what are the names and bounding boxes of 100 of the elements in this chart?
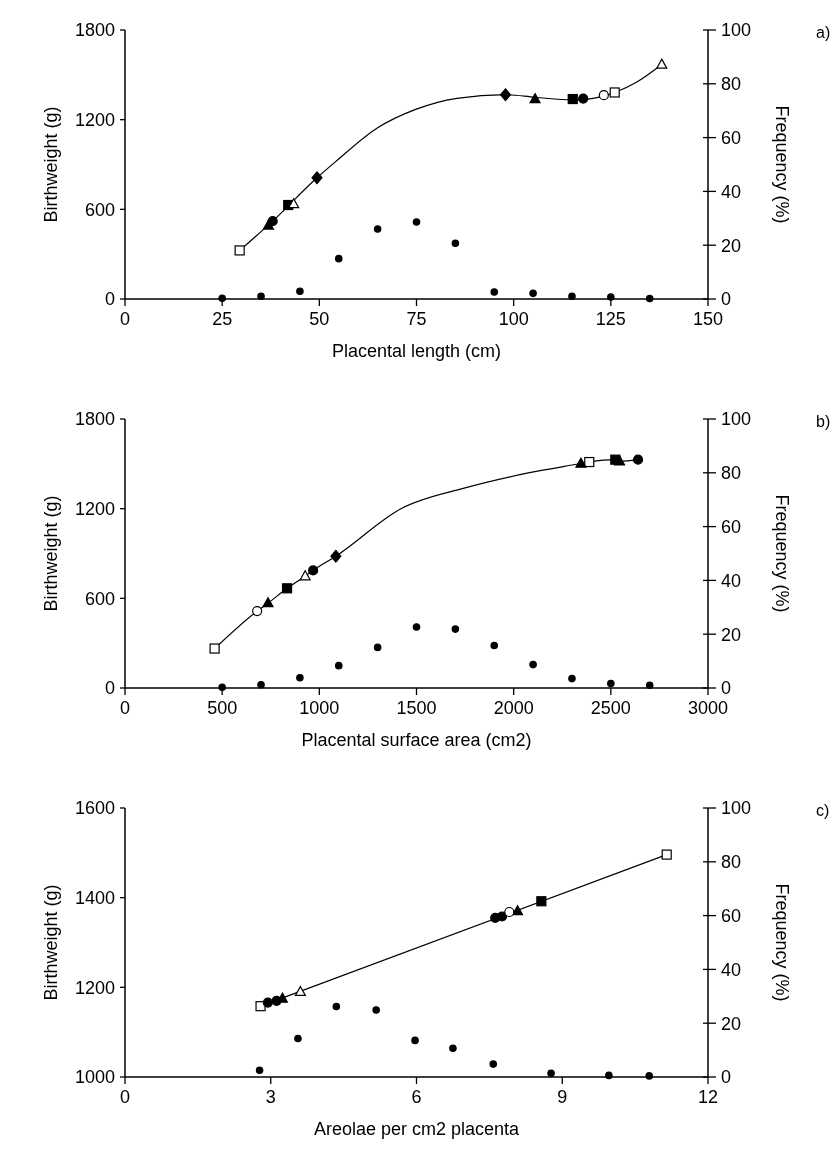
point [645, 294, 654, 303]
point [584, 456, 595, 468]
y2-tick-label: 80 [721, 74, 742, 95]
point [547, 1069, 555, 1078]
point [449, 1044, 457, 1053]
x-tick-label: 500 [207, 698, 238, 718]
point [218, 294, 226, 302]
y2-tick-label: 0 [721, 289, 732, 310]
x-tick-label: 0 [119, 1087, 131, 1107]
y-tick-label: 0 [104, 289, 115, 310]
y2-axis-title: Frequency (%) [772, 883, 792, 1002]
point [294, 985, 306, 997]
point [499, 88, 512, 102]
x-tick-label: 0 [119, 698, 131, 718]
x-axis-title: Areolae per cm2 placenta [313, 1119, 521, 1139]
point [504, 906, 515, 918]
point [632, 454, 644, 465]
point [529, 289, 537, 298]
x-tick-label: 1000 [299, 698, 340, 718]
x-axis-title: Placental surface area (cm2) [301, 730, 532, 750]
y2-tick-label: 0 [721, 1067, 732, 1088]
point [412, 218, 421, 226]
point [607, 293, 615, 301]
y-tick-label: 0 [104, 678, 115, 699]
y-tick-label: 1200 [74, 498, 115, 519]
x-tick-label: 125 [595, 309, 626, 329]
point [489, 1060, 498, 1068]
point [568, 674, 576, 683]
point [255, 1066, 264, 1075]
point [605, 1071, 613, 1080]
point [330, 549, 342, 563]
y2-tick-label: 100 [721, 20, 752, 41]
y-tick-label: 1400 [74, 887, 115, 908]
y-tick-label: 1200 [74, 977, 115, 998]
point [372, 1006, 380, 1014]
point [451, 239, 460, 248]
point [255, 1001, 266, 1012]
y2-tick-label: 40 [721, 570, 742, 591]
point [609, 87, 620, 98]
text: b) [816, 413, 831, 430]
y2-tick-label: 100 [721, 409, 752, 430]
point [411, 1036, 419, 1045]
point [496, 911, 508, 922]
point [281, 583, 293, 594]
point [598, 90, 609, 101]
y2-tick-label: 60 [721, 127, 742, 148]
point [512, 905, 524, 916]
y2-tick-label: 60 [721, 516, 742, 537]
point [656, 58, 668, 69]
point [645, 1072, 654, 1080]
point [311, 171, 323, 185]
point [610, 454, 621, 465]
point [209, 643, 220, 654]
x-tick-label: 3 [265, 1087, 276, 1107]
y-tick-label: 1800 [74, 409, 115, 430]
x-tick-label: 75 [406, 309, 427, 329]
point [529, 660, 537, 669]
y2-axis-title: Frequency (%) [772, 105, 792, 224]
point [334, 661, 343, 670]
y-tick-label: 1600 [74, 798, 115, 819]
y2-tick-label: 80 [721, 463, 742, 484]
point [529, 93, 541, 104]
y2-tick-label: 20 [721, 1013, 742, 1034]
text: a) [816, 24, 831, 41]
point [267, 216, 278, 227]
point [567, 93, 578, 105]
point [373, 643, 382, 652]
y-tick-label: 600 [84, 199, 115, 220]
y-tick-label: 600 [84, 588, 115, 609]
y2-tick-label: 100 [721, 798, 752, 819]
x-tick-label: 1500 [396, 698, 437, 718]
x-tick-label: 6 [411, 1087, 422, 1107]
point [294, 1034, 302, 1043]
x-tick-label: 100 [498, 309, 529, 329]
x-tick-label: 2500 [590, 698, 631, 718]
y-tick-label: 1000 [74, 1067, 115, 1088]
x-tick-label: 2000 [493, 698, 534, 718]
point [568, 292, 576, 301]
point [252, 605, 263, 617]
point [578, 93, 589, 104]
point [257, 292, 265, 301]
point [257, 680, 265, 689]
y-axis-title: Birthweight (g) [41, 106, 61, 223]
point [490, 641, 499, 650]
x-axis-title: Placental length (cm) [331, 341, 502, 361]
point [334, 254, 343, 263]
y2-tick-label: 0 [721, 678, 732, 699]
point [332, 1002, 341, 1011]
y2-axis-title: Frequency (%) [772, 494, 792, 613]
y2-tick-label: 20 [721, 235, 742, 256]
x-tick-label: 150 [692, 309, 724, 329]
point [575, 457, 587, 468]
point [607, 679, 615, 688]
y2-tick-label: 40 [721, 181, 742, 202]
y2-tick-label: 80 [721, 852, 742, 873]
point [296, 287, 304, 295]
point [308, 565, 319, 576]
point [218, 683, 226, 691]
point [299, 570, 311, 581]
point [645, 681, 654, 690]
